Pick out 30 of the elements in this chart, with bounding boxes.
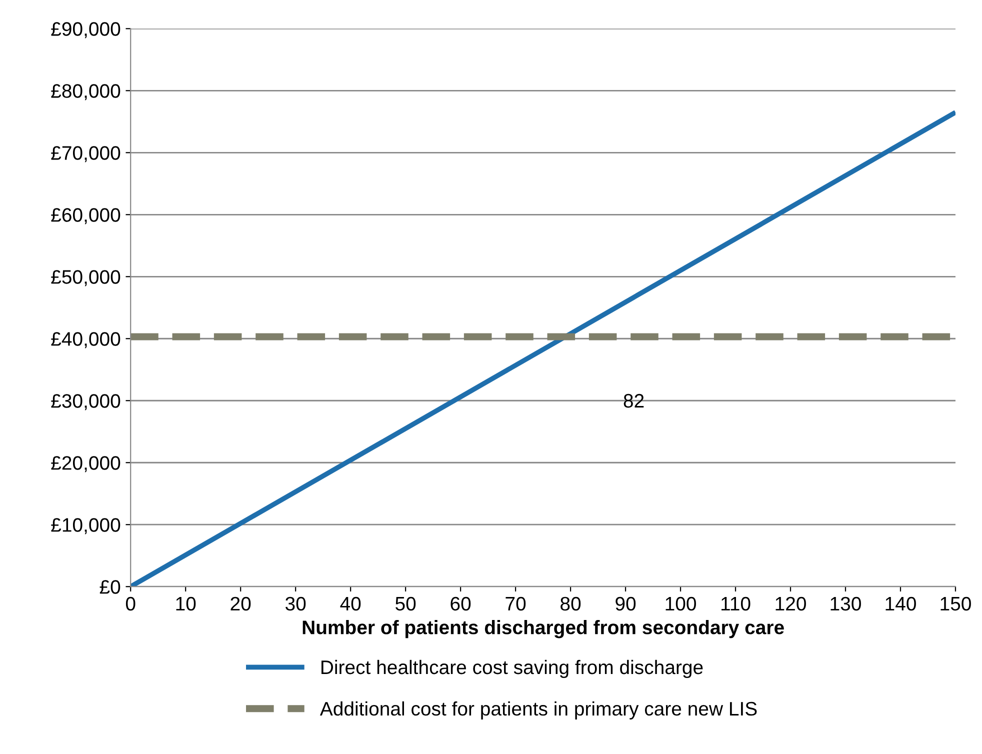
- x-tick-label: 120: [776, 596, 806, 611]
- x-tick-label: 0: [126, 596, 136, 611]
- y-tick-label: £50,000: [51, 270, 120, 286]
- x-tick-label: 30: [286, 596, 306, 611]
- x-tick-label: 40: [340, 596, 361, 611]
- legend-label: Direct healthcare cost saving from discharge: [322, 660, 703, 678]
- x-tick-label: 150: [940, 596, 971, 611]
- x-tick-label: 90: [616, 596, 636, 611]
- y-tick-label: £90,000: [51, 22, 120, 38]
- y-tick-label: £40,000: [51, 332, 120, 348]
- x-tick-label: 10: [176, 596, 196, 611]
- y-tick-label: £30,000: [51, 394, 120, 410]
- x-tick-label: 80: [560, 596, 581, 611]
- x-tick-label: 20: [230, 596, 251, 611]
- x-tick-label: 110: [722, 596, 750, 611]
- annotation: 82: [624, 394, 644, 408]
- y-tick-label: £20,000: [51, 456, 120, 472]
- x-tick-label: 50: [396, 596, 416, 611]
- x-tick-label: 60: [450, 596, 471, 611]
- y-tick-label: £80,000: [51, 84, 120, 100]
- x-tick-label: 70: [506, 596, 526, 611]
- y-tick-label: £60,000: [51, 208, 120, 224]
- x-tick-label: 140: [886, 596, 916, 611]
- y-tick-label: £70,000: [51, 146, 120, 162]
- y-tick-label: £0: [100, 580, 120, 594]
- x-axis-title: Number of patients discharged from secondary care: [302, 620, 784, 638]
- x-tick-label: 100: [666, 596, 696, 611]
- y-tick-label: £10,000: [51, 518, 120, 534]
- x-tick-label: 130: [830, 596, 861, 611]
- legend-label: Additional cost for patients in primary care new LIS: [320, 701, 757, 720]
